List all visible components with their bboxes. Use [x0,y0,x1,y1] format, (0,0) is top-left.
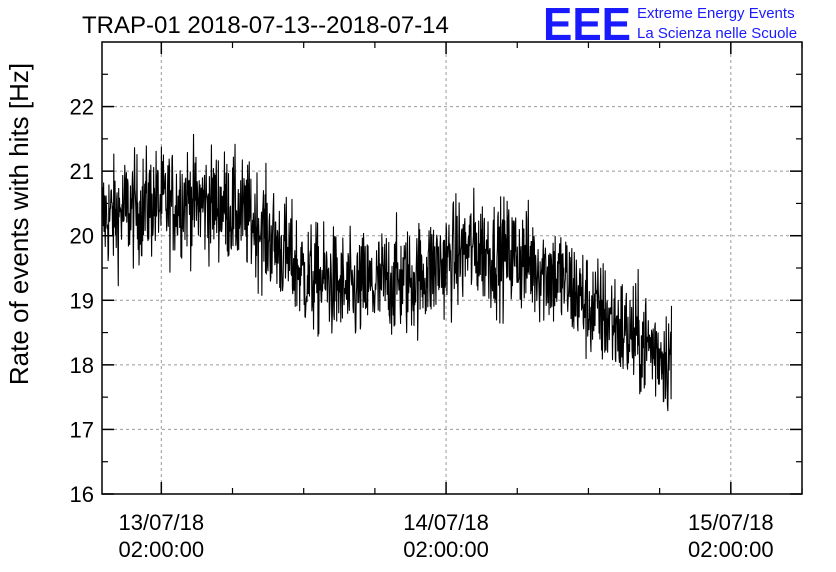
plot-frame [101,41,803,495]
logo-line2: La Scienza nelle Scuole [637,25,797,42]
tick-labels: 1617181920212213/07/1802:00:0014/07/1802… [70,95,774,562]
y-tick-label-1: 17 [70,417,94,442]
x-tick-time-1: 02:00:00 [403,537,489,562]
y-tick-label-6: 22 [70,95,94,120]
x-tick-date-0: 13/07/18 [119,510,205,535]
y-axis-label: Rate of events with hits [Hz] [4,63,34,385]
x-tick-time-0: 02:00:00 [119,537,205,562]
y-tick-label-2: 18 [70,353,94,378]
chart-title: TRAP-01 2018-07-13--2018-07-14 [82,12,449,39]
series-layer [101,133,673,412]
y-tick-label-0: 16 [70,482,94,507]
y-tick-label-3: 19 [70,288,94,313]
logo-line1: Extreme Energy Events [637,5,795,22]
x-tick-time-2: 02:00:00 [688,537,774,562]
y-tick-label-4: 20 [70,224,94,249]
x-tick-date-1: 14/07/18 [403,510,489,535]
x-tick-date-2: 15/07/18 [688,510,774,535]
series-line-0 [101,133,673,412]
axes [101,41,803,495]
y-tick-label-5: 21 [70,159,94,184]
eee-logo: EEE Extreme Energy Events La Scienza nel… [543,0,797,50]
